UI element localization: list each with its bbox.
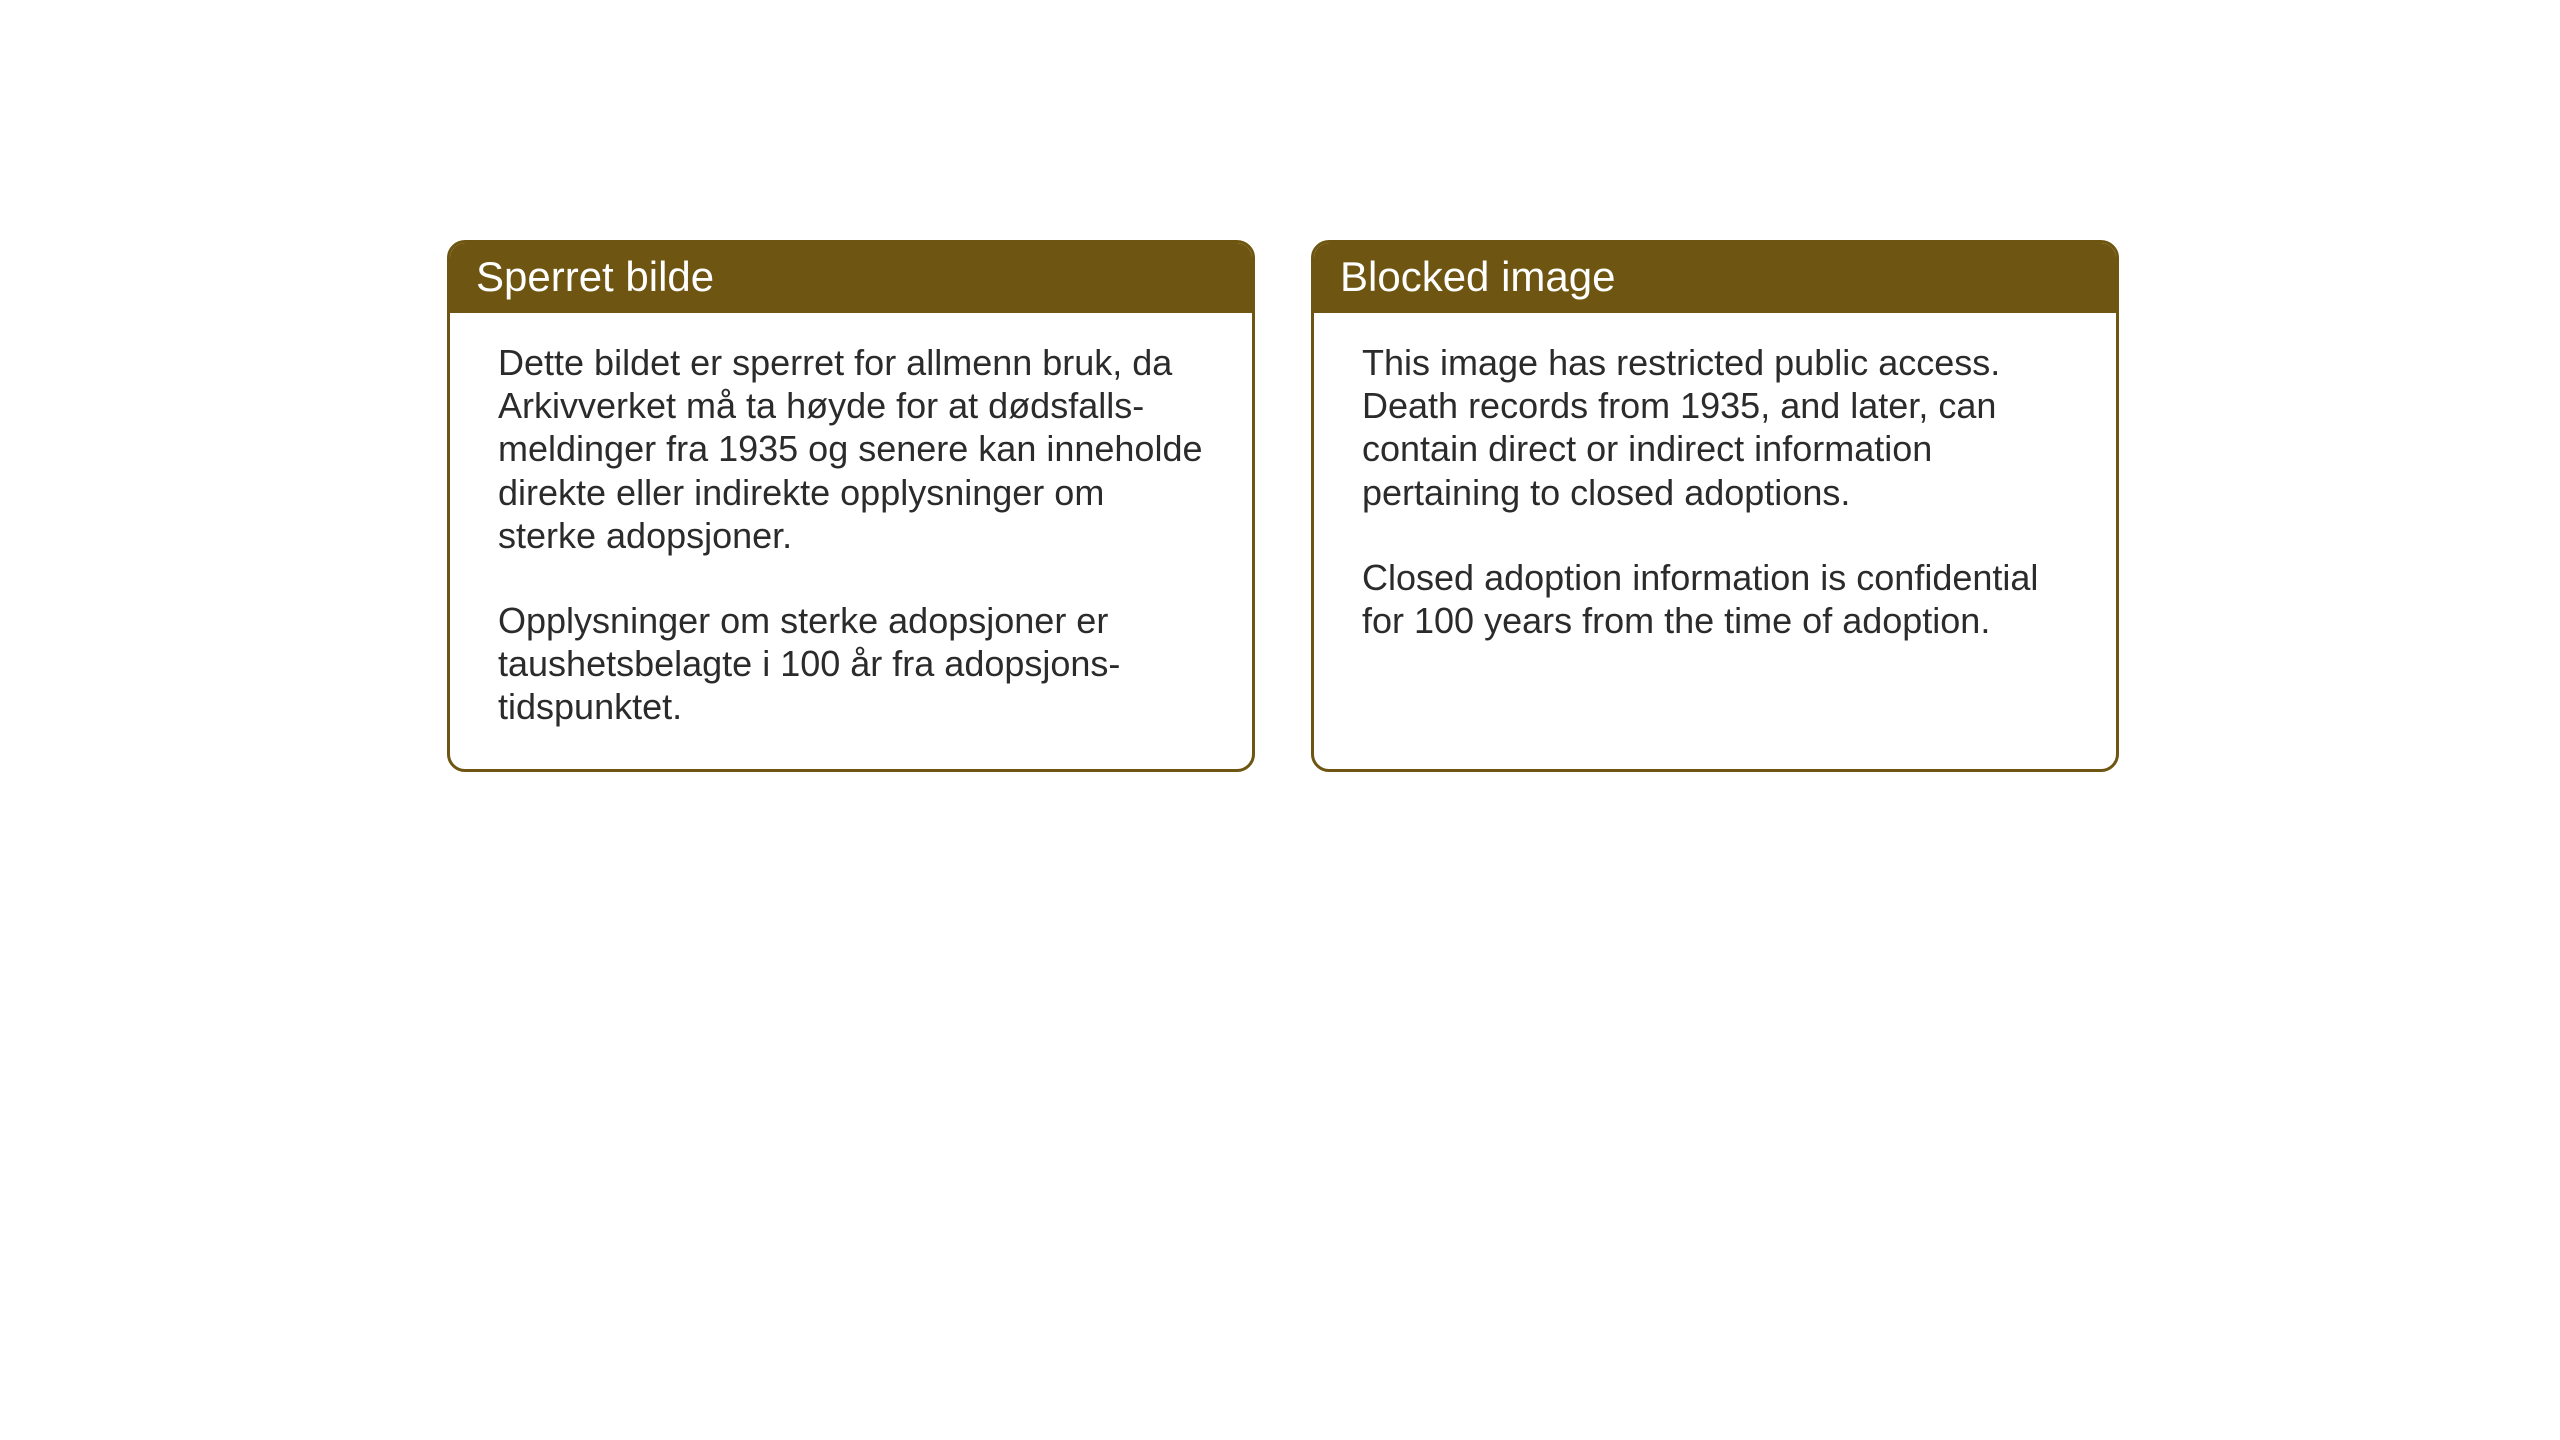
card-header-norwegian: Sperret bilde — [450, 243, 1252, 313]
notice-card-norwegian: Sperret bilde Dette bildet er sperret fo… — [447, 240, 1255, 772]
card-paragraph-1-english: This image has restricted public access.… — [1362, 341, 2068, 514]
card-title-english: Blocked image — [1340, 253, 2090, 301]
card-body-norwegian: Dette bildet er sperret for allmenn bruk… — [450, 313, 1252, 769]
card-title-norwegian: Sperret bilde — [476, 253, 1226, 301]
notice-cards-container: Sperret bilde Dette bildet er sperret fo… — [447, 240, 2119, 772]
card-paragraph-2-english: Closed adoption information is confident… — [1362, 556, 2068, 642]
card-body-english: This image has restricted public access.… — [1314, 313, 2116, 763]
card-paragraph-1-norwegian: Dette bildet er sperret for allmenn bruk… — [498, 341, 1204, 557]
notice-card-english: Blocked image This image has restricted … — [1311, 240, 2119, 772]
card-header-english: Blocked image — [1314, 243, 2116, 313]
card-paragraph-2-norwegian: Opplysninger om sterke adopsjoner er tau… — [498, 599, 1204, 729]
